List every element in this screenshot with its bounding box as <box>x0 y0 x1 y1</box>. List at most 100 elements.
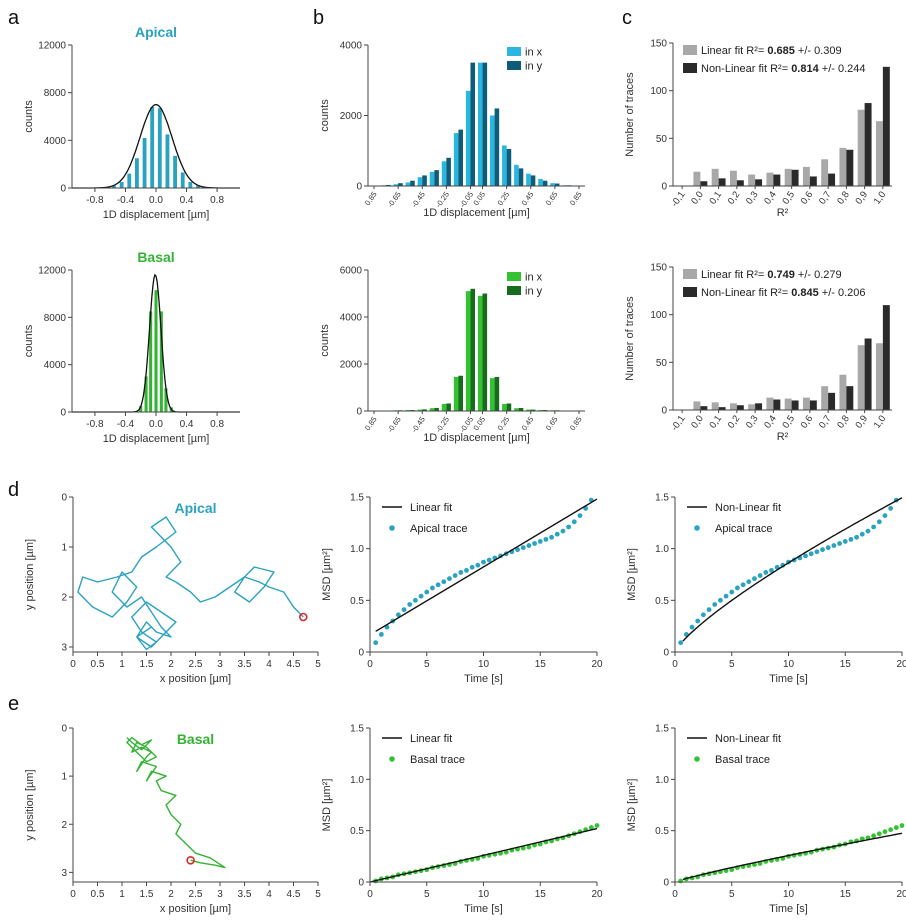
bar-linear-fit <box>857 345 865 410</box>
x-tick-label: 0,4 <box>762 413 779 430</box>
msd-point <box>520 545 526 551</box>
chart-title: Basal <box>177 731 214 747</box>
x-tick-label: 0 <box>70 889 76 900</box>
y-tick-label: 0.5 <box>350 596 364 607</box>
msd-point <box>859 531 865 537</box>
bar-linear-fit <box>748 404 756 410</box>
legend-label: Non-Linear fit R²= 0.845 +/- 0.206 <box>701 287 866 299</box>
x-axis-label: R² <box>777 431 789 443</box>
msd-point <box>814 549 820 555</box>
legend-swatch <box>683 63 697 73</box>
y-tick-label: 1.0 <box>655 775 669 786</box>
chart-d-msd-nonlinear: 0 0.5 1.0 1.5 MSD [µm²] Time [s] 0 5 10 15 20 Non-L… <box>626 493 906 686</box>
histogram-bar <box>188 182 193 188</box>
x-tick-label: 0.5 <box>91 659 105 670</box>
bar-linear-fit <box>711 168 719 186</box>
panel-letter-b: b <box>313 7 324 29</box>
legend-point-swatch <box>694 525 700 531</box>
x-tick-label: 0.85 <box>568 190 584 207</box>
bar-in-y <box>494 108 500 186</box>
y-tick-label: 12000 <box>38 41 66 52</box>
msd-point <box>876 831 882 837</box>
x-tick-label: -0,1 <box>669 413 687 433</box>
x-tick-label: 0 <box>70 659 76 670</box>
y-tick-label: 4000 <box>340 313 363 324</box>
y-tick-label: 4000 <box>340 41 363 52</box>
chart-e-trajectory: Basal 0 1 2 3 y position [µm] x position [µm] 0… <box>24 724 321 916</box>
y-tick-label: 150 <box>650 263 667 274</box>
histogram-bar <box>139 406 143 412</box>
bar-in-y <box>446 403 451 411</box>
histogram-bar <box>150 106 155 188</box>
msd-point <box>401 607 407 613</box>
msd-point <box>723 593 729 599</box>
bar-in-x <box>490 378 495 411</box>
x-tick-label: 0,0 <box>689 413 706 430</box>
y-tick-label: 0 <box>356 182 362 193</box>
bar-in-y <box>386 184 391 186</box>
y-tick-label: 3 <box>61 868 67 879</box>
x-tick-label: 15 <box>840 889 852 900</box>
x-tick-label: 0 <box>367 659 373 670</box>
x-tick-label: 20 <box>896 659 906 670</box>
bar-in-y <box>458 375 463 411</box>
msd-point <box>526 543 532 548</box>
msd-point <box>700 612 706 618</box>
bar-in-y <box>482 62 488 186</box>
legend-swatch <box>507 272 521 281</box>
msd-point <box>854 534 859 540</box>
legend-label: Basal trace <box>715 754 770 766</box>
x-tick-label: 0,6 <box>799 413 816 430</box>
x-tick-label: 0,2 <box>726 189 743 206</box>
msd-point <box>515 547 520 553</box>
x-tick-label: 0.8 <box>210 419 224 430</box>
chart-e-msd-linear: 0 0.5 1.0 1.5 MSD [µm²] Time [s] 0 5 10 15 20 Linea… <box>321 724 603 916</box>
msd-point <box>486 557 492 563</box>
msd-point <box>435 582 441 588</box>
trajectory-path <box>126 736 226 869</box>
legend-point-swatch <box>389 756 395 762</box>
bar-linear-fit <box>784 168 792 186</box>
bar-in-x <box>502 145 507 186</box>
gaussian-fit-curve <box>72 103 240 189</box>
msd-point <box>560 528 566 534</box>
bar-in-x <box>417 177 423 186</box>
bar-in-x <box>514 408 519 411</box>
histogram-bar <box>159 311 163 412</box>
y-axis-label: MSD [µm²] <box>321 548 333 601</box>
bar-linear-fit <box>857 109 865 186</box>
y-tick-label: 1.5 <box>350 493 364 504</box>
x-tick-label: 0,3 <box>744 413 761 430</box>
legend-label: Linear fit <box>410 502 452 514</box>
x-tick-label: 10 <box>783 889 795 900</box>
x-tick-label: 0,3 <box>744 189 761 206</box>
x-tick-label: 0.85 <box>568 415 584 432</box>
msd-point <box>882 829 888 835</box>
panel-letter-c: c <box>622 7 632 29</box>
bar-in-x <box>502 403 507 411</box>
y-tick-label: 100 <box>650 310 667 321</box>
y-tick-label: 1.5 <box>655 493 669 504</box>
x-tick-label: 0.0 <box>149 419 163 430</box>
bar-non-linear-fit <box>882 305 890 410</box>
bar-in-y <box>542 180 548 186</box>
bar-in-y <box>458 129 463 186</box>
bar-non-linear-fit <box>809 400 817 410</box>
msd-point <box>469 564 475 570</box>
x-tick-label: 0.5 <box>91 889 105 900</box>
msd-point <box>430 585 435 591</box>
msd-point <box>893 825 899 830</box>
msd-point <box>594 823 600 828</box>
x-tick-label: 0,0 <box>689 189 706 206</box>
msd-point <box>871 524 877 530</box>
bar-non-linear-fit <box>809 176 817 186</box>
x-axis-label: x position [µm] <box>160 903 231 915</box>
msd-fit-line <box>375 498 598 632</box>
y-axis-label: Number of traces <box>624 296 636 381</box>
chart-c-basal: 0 50 100 150 Number of traces R² -0,1 0,0 0,1 0,2… <box>624 263 892 443</box>
y-tick-label: 0 <box>60 184 66 195</box>
bar-in-y <box>506 403 512 411</box>
bar-linear-fit <box>766 172 774 186</box>
y-tick-label: 8000 <box>44 88 67 99</box>
y-axis-label: counts <box>319 99 331 132</box>
